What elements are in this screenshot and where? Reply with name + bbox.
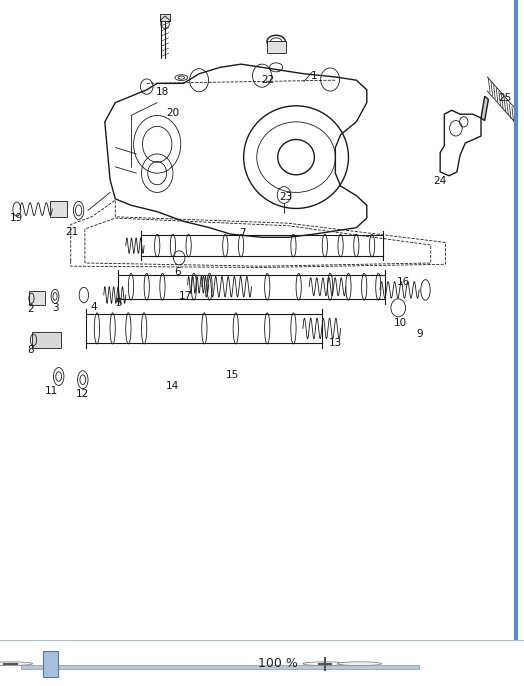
Text: 3: 3 <box>52 303 58 313</box>
Text: 19: 19 <box>10 213 24 223</box>
Text: 20: 20 <box>166 108 180 118</box>
Text: 12: 12 <box>76 390 90 399</box>
Polygon shape <box>481 96 488 121</box>
Circle shape <box>303 662 347 665</box>
Text: 11: 11 <box>45 386 58 397</box>
Text: 14: 14 <box>166 381 180 391</box>
Text: 2: 2 <box>27 304 34 314</box>
Bar <box>160 14 170 21</box>
Text: 23: 23 <box>279 192 292 202</box>
Text: 10: 10 <box>394 318 407 329</box>
Text: 17: 17 <box>178 292 192 301</box>
Text: 7: 7 <box>239 228 245 238</box>
Bar <box>32 331 61 348</box>
Polygon shape <box>440 110 481 176</box>
Text: 24: 24 <box>433 176 447 186</box>
Bar <box>267 41 286 53</box>
Text: 100 %: 100 % <box>258 657 298 670</box>
Text: 15: 15 <box>226 370 239 380</box>
Bar <box>43 651 58 677</box>
Text: 18: 18 <box>156 86 169 97</box>
Circle shape <box>337 662 381 665</box>
Bar <box>29 291 45 305</box>
Text: 9: 9 <box>416 329 422 338</box>
Bar <box>21 665 419 669</box>
Text: 21: 21 <box>66 227 79 237</box>
Text: 8: 8 <box>27 344 34 355</box>
Text: 25: 25 <box>498 93 511 103</box>
Circle shape <box>0 662 32 665</box>
Polygon shape <box>105 64 367 237</box>
Text: 1: 1 <box>311 71 318 81</box>
Text: 5: 5 <box>116 298 122 308</box>
Bar <box>50 202 67 217</box>
Text: 22: 22 <box>261 75 275 84</box>
Text: 6: 6 <box>174 267 180 277</box>
Text: 16: 16 <box>397 277 410 287</box>
Text: 13: 13 <box>329 338 342 348</box>
Text: 4: 4 <box>90 302 96 311</box>
